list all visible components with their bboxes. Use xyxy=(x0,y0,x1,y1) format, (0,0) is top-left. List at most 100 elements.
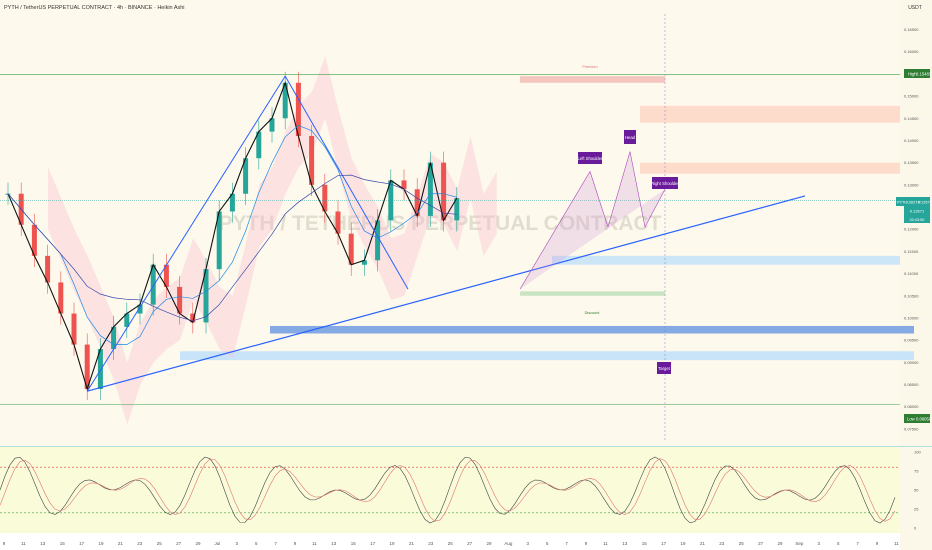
time-tick-label: 17 xyxy=(661,541,667,546)
price-tick-label: 0.09000 xyxy=(904,360,919,365)
candle-body xyxy=(243,158,249,194)
moving-average-fast xyxy=(7,124,457,345)
time-tick-label: 23 xyxy=(137,541,143,546)
ichimoku-cloud xyxy=(48,56,497,425)
candle-body xyxy=(295,82,301,137)
chart-title: PYTH / TetherUS PERPETUAL CONTRACT · 4h … xyxy=(4,5,185,11)
time-tick-label: 11 xyxy=(21,541,26,546)
stoch-k-line xyxy=(0,456,896,524)
symbol-label: PYTHUSDT.P xyxy=(897,201,921,205)
candle-body xyxy=(84,344,90,389)
high-value: 0.15483 xyxy=(916,72,932,77)
oscillator-tick-label: 25 xyxy=(914,507,919,512)
candle-body xyxy=(256,131,262,159)
time-tick-label: 29 xyxy=(486,541,492,546)
candle-body xyxy=(150,264,156,305)
time-tick-label: 7 xyxy=(565,541,568,546)
time-tick-label: 9 xyxy=(585,541,588,546)
countdown-label: 02:43:50 xyxy=(910,218,925,222)
left-shoulder-label: Left Shoulder xyxy=(578,156,604,161)
candle-body xyxy=(309,136,315,185)
price-tick-label: 0.09500 xyxy=(904,338,919,343)
candle-body xyxy=(31,224,37,256)
low-price-tag xyxy=(904,414,930,423)
last-price-1: 0.12679 xyxy=(918,201,932,205)
countdown-tag xyxy=(904,215,930,223)
time-tick-label: 15 xyxy=(60,541,66,546)
currency-label: USDT xyxy=(908,5,922,11)
time-tick-label: 3 xyxy=(236,541,239,546)
price-tick-label: 0.13000 xyxy=(904,182,919,187)
time-tick-label: Sep xyxy=(795,541,804,546)
left-shoulder-tag[interactable] xyxy=(578,152,602,164)
price-tick-label: 0.10000 xyxy=(904,315,919,320)
time-tick-label: 23 xyxy=(428,541,434,546)
time-tick-label: 21 xyxy=(409,541,415,546)
demand-zone-1 xyxy=(552,255,900,265)
candle-body xyxy=(163,264,169,287)
head-label: Head xyxy=(625,135,636,140)
time-tick-label: 17 xyxy=(79,541,85,546)
candle-body xyxy=(137,304,143,314)
candle-body xyxy=(45,255,51,283)
last-price-tag xyxy=(904,206,930,215)
trendline-support xyxy=(87,195,806,392)
candle-body xyxy=(282,82,288,119)
candle-body xyxy=(71,313,77,345)
time-tick-label: 25 xyxy=(448,541,454,546)
time-tick-label: 17 xyxy=(370,541,376,546)
time-tick-label: 23 xyxy=(719,541,725,546)
price-tick-label: 0.15000 xyxy=(904,94,919,99)
target-tag[interactable] xyxy=(657,362,671,374)
price-tick-label: 0.16000 xyxy=(904,49,919,54)
candle-body xyxy=(427,162,433,216)
low-label: Low xyxy=(907,417,916,422)
candle-body xyxy=(203,269,209,323)
price-tick-label: 0.14500 xyxy=(904,116,919,121)
right-shoulder-label: Right Shoulder xyxy=(651,181,679,186)
supply-zone-1 xyxy=(640,105,900,123)
oscillator-tick-label: 50 xyxy=(914,488,919,493)
candle-body xyxy=(269,118,275,132)
discount-label: Discount xyxy=(585,311,601,315)
moving-average-slow xyxy=(7,174,457,322)
candle-body xyxy=(216,211,222,270)
candle-body xyxy=(124,313,130,327)
low-value: 0.08050 xyxy=(916,417,932,422)
demand-zone-3 xyxy=(180,351,914,361)
time-tick-label: 25 xyxy=(157,541,163,546)
candle-body xyxy=(361,260,367,265)
demand-zone-2 xyxy=(270,325,914,334)
candle-body xyxy=(177,286,183,314)
time-tick-label: 9 xyxy=(3,541,6,546)
head-shoulders-pattern xyxy=(519,151,666,290)
price-line xyxy=(7,80,458,391)
head-tag[interactable] xyxy=(624,130,636,144)
high-label: High xyxy=(908,72,917,77)
time-tick-label: 19 xyxy=(680,541,686,546)
time-tick-label: 9 xyxy=(876,541,879,546)
time-tick-label: 5 xyxy=(837,541,840,546)
time-tick-label: 11 xyxy=(312,541,317,546)
high-price-tag xyxy=(904,69,930,78)
time-tick-label: 21 xyxy=(118,541,124,546)
trendline-rise xyxy=(86,75,286,392)
time-tick-label: 13 xyxy=(622,541,628,546)
main-pane-background xyxy=(0,0,900,446)
candle-body xyxy=(454,198,460,221)
time-tick-label: 19 xyxy=(98,541,104,546)
candle-body xyxy=(58,282,64,314)
time-tick-label: 5 xyxy=(255,541,258,546)
right-shoulder-tag[interactable] xyxy=(652,177,678,189)
time-tick-label: 3 xyxy=(818,541,821,546)
candle-body xyxy=(190,313,196,323)
candle-body xyxy=(322,184,328,212)
price-tick-label: 0.08000 xyxy=(904,404,919,409)
time-tick-label: 27 xyxy=(758,541,764,546)
candle-body xyxy=(401,180,407,190)
time-tick-label: 15 xyxy=(642,541,648,546)
candle-body xyxy=(335,211,341,234)
trendline-fall xyxy=(284,75,409,290)
price-tick-label: 0.12000 xyxy=(904,227,919,232)
